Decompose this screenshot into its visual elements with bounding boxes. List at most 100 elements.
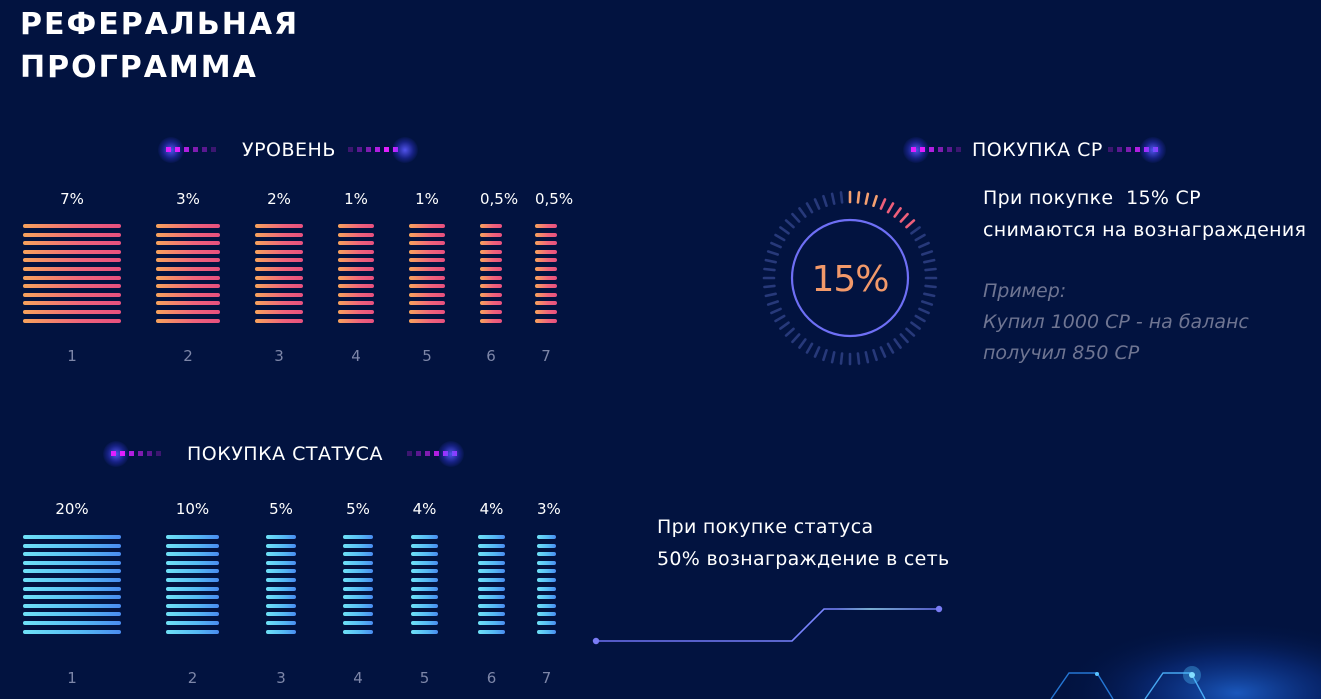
dot [1108, 147, 1113, 152]
dot [425, 451, 430, 456]
gauge-tick [872, 348, 878, 362]
gauge-tick [918, 241, 930, 249]
status-number: 6 [486, 669, 497, 687]
level-number: 7 [541, 347, 551, 365]
level-bar-line [23, 232, 121, 237]
level-bar-line [338, 310, 374, 314]
level-percent: 7% [60, 190, 84, 208]
dot [1135, 147, 1140, 152]
gauge-tick [864, 351, 870, 364]
gauge-tick [920, 300, 934, 306]
level-column-3: 2% 3 [255, 190, 303, 370]
status-percent: 20% [55, 500, 89, 518]
gauge-tick [905, 327, 916, 337]
dot [357, 147, 362, 152]
level-bar-line [156, 301, 220, 306]
status-bar-line [166, 621, 219, 625]
level-bar-line [156, 249, 220, 254]
dot [947, 147, 952, 152]
level-bar-line [156, 232, 220, 237]
gauge-tick [864, 192, 870, 205]
level-column-6: 0,5% 6 [480, 190, 518, 370]
level-bar-line [480, 301, 502, 306]
status-bar-line [478, 560, 505, 565]
gauge-ring [790, 218, 910, 338]
status-line2: 50% вознаграждение в сеть [657, 548, 950, 570]
gauge-tick [839, 191, 844, 204]
level-bar-line [338, 241, 374, 246]
level-heading: УРОВЕНЬ [158, 137, 428, 163]
status-bar-line [266, 560, 296, 565]
gauge-tick [879, 198, 887, 210]
gauge-tick [798, 207, 807, 218]
level-bar-line [480, 249, 502, 254]
status-bar-line [411, 543, 438, 548]
level-bar-line [23, 258, 121, 263]
status-bar-line [478, 578, 505, 582]
status-bar-line [411, 603, 438, 608]
status-bar-line [343, 595, 373, 600]
status-bar-line [166, 535, 219, 539]
level-bar-line [255, 284, 303, 289]
gauge-tick [770, 307, 782, 315]
gauge-tick [774, 233, 786, 242]
purchase-cp-description: При покупке 15% СР снимаются на вознагра… [983, 182, 1318, 246]
level-bar-line [156, 224, 220, 228]
purchase-cp-line1: При покупке 15% СР [983, 187, 1201, 209]
level-bar-line [338, 284, 374, 289]
gauge-tick [822, 194, 828, 208]
status-description: При покупке статуса 50% вознаграждение в… [657, 511, 977, 575]
status-percent: 3% [537, 500, 561, 518]
status-bar-line [411, 535, 438, 539]
status-number: 7 [541, 669, 552, 687]
level-bar-line [23, 241, 121, 246]
dot [375, 147, 380, 152]
level-bar-line [480, 241, 502, 246]
status-bar-line [166, 603, 219, 608]
gauge-tick [779, 226, 790, 235]
status-bar-line [478, 595, 505, 600]
status-bar-line [23, 586, 121, 591]
level-heading-label: УРОВЕНЬ [242, 139, 336, 161]
gauge-tick [798, 338, 807, 349]
gauge-tick [910, 226, 921, 235]
gauge-tick [914, 233, 926, 242]
gauge-tick [918, 307, 930, 315]
dot [147, 451, 152, 456]
level-bar-line [480, 318, 502, 323]
page-title-line2: ПРОГРАММА [20, 50, 258, 85]
level-bar-line [409, 241, 445, 246]
status-bar-line [411, 586, 438, 591]
level-bar-line [480, 267, 502, 271]
dot [366, 147, 371, 152]
status-bar-line [478, 586, 505, 591]
gauge-tick [805, 202, 814, 214]
status-bar-line [478, 603, 505, 608]
status-bar-line [166, 629, 219, 634]
status-column-3: 5% 3 [266, 500, 296, 699]
level-bar-line [156, 310, 220, 314]
status-bar-line [478, 629, 505, 634]
gauge-tick [886, 342, 895, 354]
level-percent: 1% [415, 190, 439, 208]
level-bar-line [409, 292, 445, 297]
dot [193, 147, 198, 152]
status-number: 3 [276, 669, 286, 687]
level-bar-line [338, 232, 374, 237]
gauge-tick [763, 284, 776, 289]
level-bar-line [480, 224, 502, 228]
gauge-tick [910, 321, 921, 330]
level-bar-line [480, 275, 502, 280]
status-bar-line [23, 595, 121, 600]
gauge-tick [872, 194, 878, 208]
status-bar-line [537, 595, 556, 600]
status-column-6: 4% 6 [478, 500, 505, 699]
status-bar-line [411, 612, 438, 617]
level-column-5: 1% 5 [409, 190, 445, 370]
level-percent: 0,5% [535, 190, 574, 208]
status-bar-line [537, 543, 556, 548]
level-bar-line [255, 275, 303, 280]
level-bar-line [23, 318, 121, 323]
status-column-5: 4% 5 [411, 500, 438, 699]
level-number: 2 [183, 347, 193, 365]
